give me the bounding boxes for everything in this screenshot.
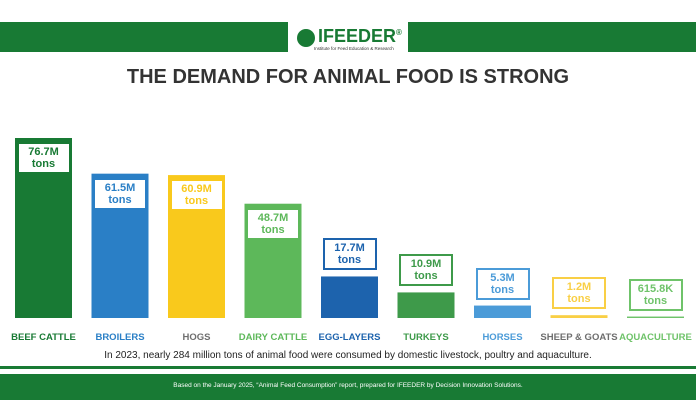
value-label: 615.8K tons <box>628 278 683 311</box>
bar <box>474 305 531 318</box>
bar <box>397 292 455 318</box>
category-label: SHEEP & GOATS <box>540 332 618 343</box>
value-label: 48.7M tons <box>246 207 300 240</box>
footer-band <box>0 374 696 400</box>
value-label: 76.7M tons <box>16 142 71 174</box>
value-label: 1.2M tons <box>552 277 606 310</box>
logo-mark: ® <box>396 28 402 37</box>
note: In 2023, nearly 284 million tons of anim… <box>104 350 592 361</box>
category-label: EGG-LAYERS <box>318 332 381 343</box>
footer: Based on the January 2025, “Animal Feed … <box>173 382 523 389</box>
value-label: 61.5M tons <box>93 177 147 210</box>
category-label: TURKEYS <box>403 332 449 343</box>
category-label: AQUACULTURE <box>619 332 692 343</box>
logo-name: IFEEDER <box>318 26 397 46</box>
category-label: BEEF CATTLE <box>11 332 76 343</box>
logo-icon <box>297 29 315 47</box>
value-label: 17.7M tons <box>322 238 377 271</box>
bar <box>321 276 378 318</box>
value-label: 5.3M tons <box>475 267 530 300</box>
logo-text: IFEEDER® <box>318 26 402 47</box>
category-label: DAIRY CATTLE <box>238 332 308 343</box>
category-label: BROILERS <box>95 332 145 343</box>
value-label: 60.9M tons <box>169 179 224 212</box>
bar <box>627 316 684 318</box>
logo-tagline: Institute for Feed Education & Research <box>314 46 394 51</box>
value-label: 10.9M tons <box>399 254 453 287</box>
chart-title: THE DEMAND FOR ANIMAL FOOD IS STRONG <box>126 66 570 88</box>
category-label: HORSES <box>482 332 523 343</box>
bar <box>550 315 608 318</box>
category-label: HOGS <box>182 332 211 343</box>
rule <box>0 366 696 369</box>
